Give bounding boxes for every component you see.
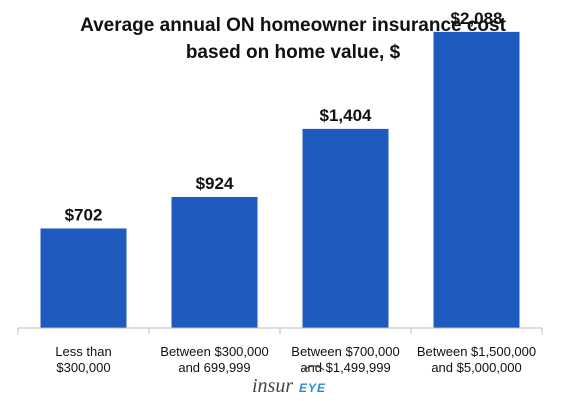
logo-insur-text: insur — [252, 375, 293, 397]
category-label-3-line-2: and $1,499,999 — [300, 360, 390, 375]
value-label-3: $1,404 — [320, 106, 373, 125]
x-axis-ticks — [17, 328, 543, 334]
category-label-4-line-2: and $5,000,000 — [431, 360, 521, 375]
bar-2 — [171, 196, 258, 328]
chart-title: Average annual ON homeowner insurance co… — [80, 15, 507, 63]
category-label-1-line-1: Less than — [55, 344, 111, 359]
category-label-3-line-1: Between $700,000 — [291, 344, 399, 359]
bar-4 — [433, 31, 520, 328]
bars-group: $702 $924 $1,404 $2,088 — [40, 9, 520, 328]
category-label-4-line-1: Between $1,500,000 — [417, 344, 536, 359]
category-label-2-line-2: and 699,999 — [178, 360, 250, 375]
value-label-4: $2,088 — [451, 9, 503, 28]
category-label-2-line-1: Between $300,000 — [160, 344, 268, 359]
value-label-2: $924 — [196, 174, 234, 193]
category-label-1-line-2: $300,000 — [56, 360, 110, 375]
logo-eye-icon — [303, 365, 325, 371]
insureye-logo: insur EYE — [252, 365, 326, 397]
bar-1 — [40, 228, 127, 328]
chart-title-line-1: Average annual ON homeowner insurance co… — [80, 15, 507, 36]
logo-eye-text: EYE — [299, 381, 326, 395]
value-label-1: $702 — [65, 205, 103, 224]
chart-title-line-2: based on home value, $ — [186, 42, 401, 63]
bar-3 — [302, 128, 389, 328]
